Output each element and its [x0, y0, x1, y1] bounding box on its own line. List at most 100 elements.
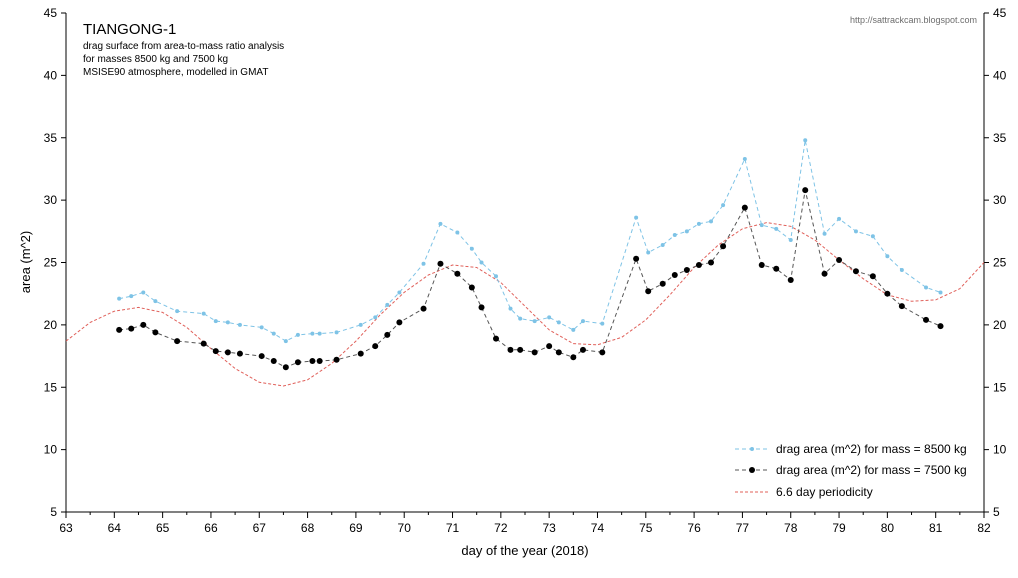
- point-8500: [759, 223, 764, 228]
- y-tick-label-left: 30: [44, 193, 58, 207]
- legend-label-periodicity: 6.6 day periodicity: [776, 485, 873, 499]
- point-8500: [803, 138, 808, 143]
- x-tick-label: 69: [349, 521, 363, 535]
- point-7500: [309, 358, 316, 365]
- point-7500: [454, 270, 461, 277]
- point-7500: [396, 319, 403, 326]
- point-8500: [684, 229, 689, 234]
- point-8500: [532, 319, 537, 324]
- point-7500: [852, 268, 859, 275]
- point-8500: [141, 290, 146, 295]
- point-7500: [645, 288, 652, 295]
- x-tick-label: 63: [59, 521, 73, 535]
- point-7500: [579, 346, 586, 353]
- point-7500: [200, 340, 207, 347]
- y-tick-label-left: 15: [44, 380, 58, 394]
- series-7500: [116, 187, 944, 371]
- point-8500: [310, 331, 315, 336]
- x-tick-labels: 63 64 65 66 67 68 69 70 71 72 73 74 75 76 77 78 79 80 81 82: [59, 521, 991, 535]
- point-8500: [742, 156, 747, 161]
- point-7500: [152, 329, 159, 336]
- chart-subtitle-3: MSISE90 atmosphere, modelled in GMAT: [83, 67, 268, 78]
- point-7500: [372, 343, 379, 350]
- point-7500: [128, 325, 135, 332]
- point-8500: [213, 319, 218, 324]
- point-7500: [787, 276, 794, 283]
- point-8500: [271, 331, 276, 336]
- x-tick-label: 82: [977, 521, 991, 535]
- point-7500: [741, 204, 748, 211]
- x-tick-label: 76: [687, 521, 701, 535]
- point-7500: [570, 354, 577, 361]
- x-tick-label: 67: [253, 521, 267, 535]
- y-tick-label-right: 35: [993, 131, 1007, 145]
- point-8500: [709, 219, 714, 224]
- point-8500: [547, 315, 552, 320]
- point-8500: [259, 325, 264, 330]
- y-tick-labels-right: 5 10 15 20 25 30 35 40 45: [993, 6, 1007, 519]
- point-8500: [385, 302, 390, 307]
- point-7500: [478, 304, 485, 311]
- periodicity-line: [65, 222, 985, 387]
- point-8500: [508, 306, 513, 311]
- y-tick-label-left: 10: [44, 443, 58, 457]
- legend-label-8500: drag area (m^2) for mass = 8500 kg: [776, 442, 967, 456]
- y-tick-label-left: 40: [44, 68, 58, 82]
- point-8500: [938, 290, 943, 295]
- point-8500: [237, 322, 242, 327]
- x-tick-label: 78: [784, 521, 798, 535]
- point-7500: [174, 338, 181, 345]
- point-8500: [646, 250, 651, 255]
- point-7500: [869, 273, 876, 280]
- point-8500: [438, 221, 443, 226]
- x-tick-label: 73: [542, 521, 556, 535]
- chart-title: TIANGONG-1: [83, 21, 176, 38]
- point-8500: [201, 311, 206, 316]
- point-8500: [899, 267, 904, 272]
- y-tick-label-left: 5: [50, 505, 57, 519]
- point-7500: [802, 187, 809, 194]
- point-7500: [683, 266, 690, 273]
- point-8500: [373, 315, 378, 320]
- point-8500: [853, 229, 858, 234]
- x-tick-label: 71: [446, 521, 460, 535]
- point-7500: [599, 349, 606, 356]
- point-8500: [696, 221, 701, 226]
- point-8500: [479, 260, 484, 265]
- point-7500: [420, 305, 427, 312]
- point-8500: [518, 316, 523, 321]
- y-tick-label-left: 45: [44, 6, 58, 20]
- y-tick-label-right: 10: [993, 443, 1007, 457]
- x-tick-label: 65: [156, 521, 170, 535]
- credit-url: http://sattrackcam.blogspot.com: [850, 15, 977, 25]
- y-tick-label-right: 15: [993, 380, 1007, 394]
- point-7500: [224, 349, 231, 356]
- point-8500: [421, 261, 426, 266]
- point-8500: [397, 290, 402, 295]
- point-7500: [923, 316, 930, 323]
- point-7500: [555, 349, 562, 356]
- point-7500: [258, 353, 265, 360]
- point-8500: [721, 203, 726, 208]
- point-7500: [493, 335, 500, 342]
- series-8500: [117, 138, 943, 344]
- point-8500: [494, 274, 499, 279]
- point-8500: [334, 330, 339, 335]
- point-8500: [788, 238, 793, 243]
- point-7500: [437, 260, 444, 267]
- y-axis-label: area (m^2): [18, 231, 33, 293]
- point-7500: [116, 326, 123, 333]
- x-tick-label: 81: [929, 521, 943, 535]
- point-7500: [384, 331, 391, 338]
- point-8500: [837, 216, 842, 221]
- x-tick-label: 77: [736, 521, 750, 535]
- point-7500: [316, 358, 323, 365]
- point-7500: [659, 280, 666, 287]
- x-tick-label: 80: [881, 521, 895, 535]
- x-tick-label: 64: [108, 521, 122, 535]
- series-periodicity: [65, 222, 985, 387]
- point-7500: [357, 350, 364, 357]
- point-7500: [212, 348, 219, 355]
- point-8500: [822, 231, 827, 236]
